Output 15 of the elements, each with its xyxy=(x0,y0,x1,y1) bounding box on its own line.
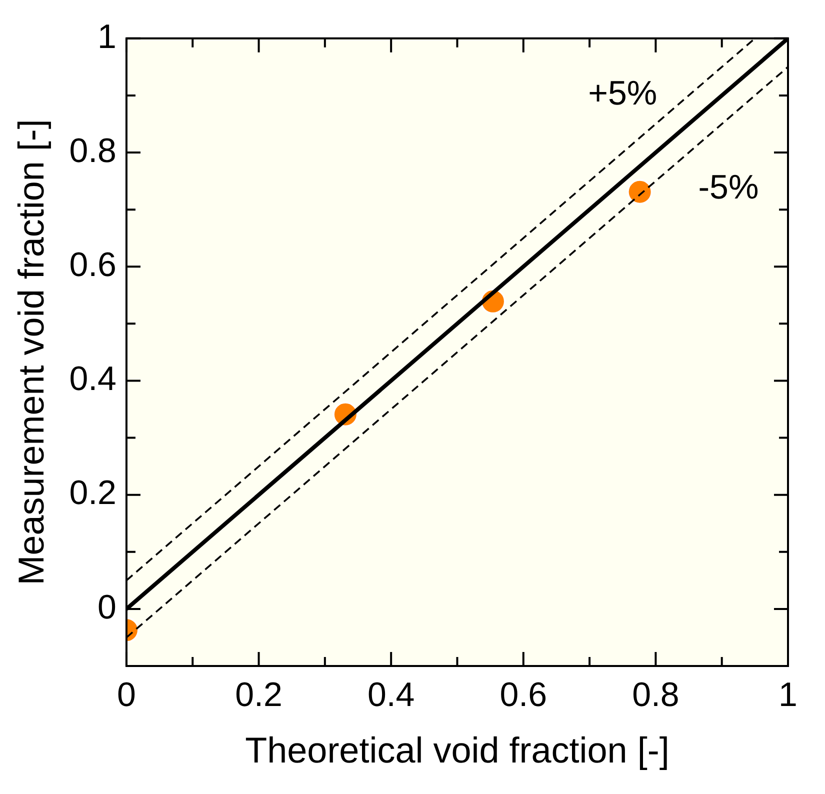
y-tick-label: 1 xyxy=(98,18,116,56)
y-axis-title: Measurement void fraction [-] xyxy=(10,119,52,586)
x-tick-label: 0.8 xyxy=(632,676,680,714)
annotation: -5% xyxy=(698,168,759,206)
x-axis-title: Theoretical void fraction [-] xyxy=(245,729,670,770)
x-tick-label: 1 xyxy=(778,676,798,714)
y-tick-label: 0.8 xyxy=(69,132,116,170)
y-tick-label: 0.2 xyxy=(69,474,116,512)
y-tick-label: 0 xyxy=(98,588,116,626)
y-tick-label: 0.4 xyxy=(69,360,116,398)
y-tick-label: 0.6 xyxy=(69,246,116,284)
x-tick-label: 0.2 xyxy=(235,676,282,714)
x-tick-label: 0.4 xyxy=(367,676,415,714)
annotation: +5% xyxy=(588,74,658,112)
x-tick-label: 0.6 xyxy=(500,676,548,714)
